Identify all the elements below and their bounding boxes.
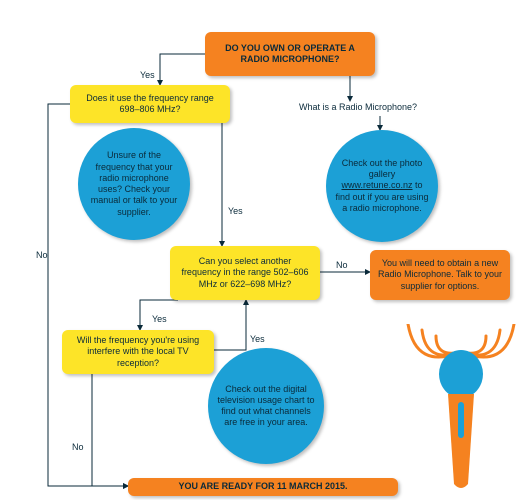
q-frequency-node: Does it use the frequency range 698–806 … <box>70 85 230 123</box>
title-node: DO YOU OWN OR OPERATE A RADIO MICROPHONE… <box>205 32 375 76</box>
q-select-text: Can you select another frequency in the … <box>178 256 312 290</box>
what-is-label: What is a Radio Microphone? <box>278 102 438 112</box>
need-new-text: You will need to obtain a new Radio Micr… <box>378 258 502 292</box>
ready-text: YOU ARE READY FOR 11 MARCH 2015. <box>178 481 347 492</box>
info-unsure-node: Unsure of the frequency that your radio … <box>78 128 190 240</box>
label-yes3: Yes <box>152 314 167 324</box>
q-interfere-text: Will the frequency you're using interfer… <box>70 335 206 369</box>
label-yes2: Yes <box>228 206 243 216</box>
ready-node: YOU ARE READY FOR 11 MARCH 2015. <box>128 478 398 496</box>
label-no3: No <box>72 442 84 452</box>
info-tv-text: Check out the digital television usage c… <box>216 384 316 429</box>
label-yes1: Yes <box>140 70 155 80</box>
q-select-node: Can you select another frequency in the … <box>170 246 320 300</box>
label-no1: No <box>36 250 48 260</box>
label-yes4: Yes <box>250 334 265 344</box>
q-interfere-node: Will the frequency you're using interfer… <box>62 330 214 374</box>
label-no2: No <box>336 260 348 270</box>
retune-link[interactable]: www.retune.co.nz <box>341 180 412 190</box>
q-frequency-text: Does it use the frequency range 698–806 … <box>78 93 222 116</box>
title-text: DO YOU OWN OR OPERATE A RADIO MICROPHONE… <box>213 43 367 66</box>
info-gallery-text: Check out the photo gallery www.retune.c… <box>334 158 430 214</box>
need-new-node: You will need to obtain a new Radio Micr… <box>370 250 510 300</box>
info-tv-node: Check out the digital television usage c… <box>208 348 324 464</box>
info-unsure-text: Unsure of the frequency that your radio … <box>86 150 182 218</box>
microphone-icon <box>406 324 516 494</box>
info-gallery-node: Check out the photo gallery www.retune.c… <box>326 130 438 242</box>
